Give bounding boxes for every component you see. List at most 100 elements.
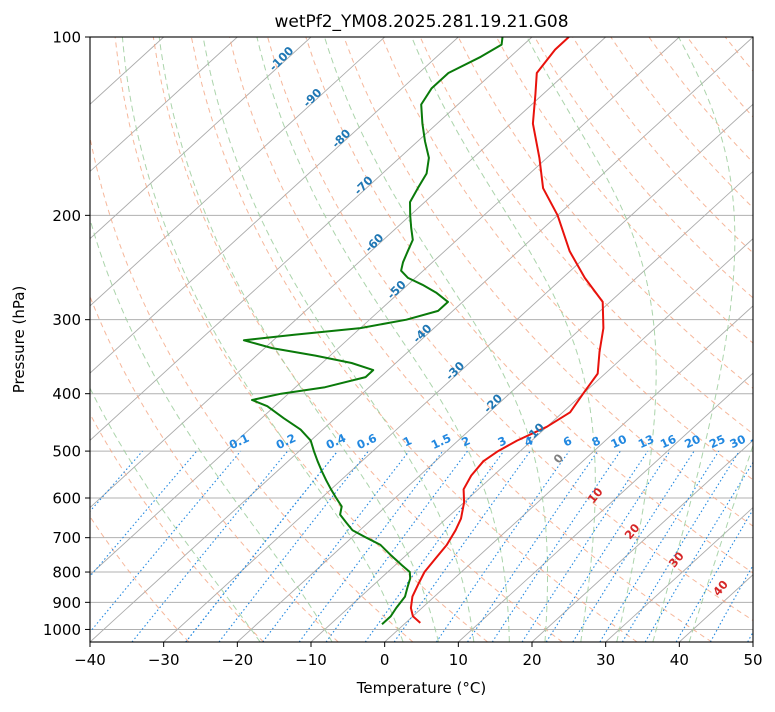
chart-title: wetPf2_YM08.2025.281.19.21.G08 xyxy=(274,12,568,32)
dry-adiabat-line xyxy=(90,515,190,642)
x-tick-label: −30 xyxy=(148,651,180,669)
mixing-ratio-line xyxy=(467,450,599,642)
mixing-ratio-label: 2 xyxy=(459,433,472,449)
dry-adiabat-line xyxy=(114,37,488,642)
dry-adiabat-line xyxy=(648,37,753,164)
dry-adiabat-label: 30 xyxy=(666,549,687,570)
x-tick-label: 20 xyxy=(522,651,541,669)
mixing-ratio-line xyxy=(621,450,740,642)
mixing-ratio-line xyxy=(262,450,410,642)
dry-adiabat-line xyxy=(229,37,712,642)
mixing-ratio-label: 6 xyxy=(561,433,574,449)
isotherm-label: -40 xyxy=(410,321,435,346)
y-axis-title: Pressure (hPa) xyxy=(10,286,28,394)
isotherm-label: -20 xyxy=(481,391,506,416)
dry-adiabat-line xyxy=(152,37,563,642)
y-tick-label: 700 xyxy=(52,529,81,547)
x-tick-label: 50 xyxy=(743,651,762,669)
mixing-ratio-label: 25 xyxy=(707,432,727,451)
isotherm-line xyxy=(90,37,753,642)
isotherm-line xyxy=(90,37,606,509)
x-tick-label: 0 xyxy=(380,651,390,669)
dry-adiabat-line xyxy=(686,37,753,118)
mixing-ratio-line xyxy=(545,450,671,642)
moist-adiabat-line xyxy=(90,217,333,642)
mixing-ratio-label: 13 xyxy=(636,432,656,451)
x-tick-label: −40 xyxy=(74,651,106,669)
isotherm-label: -70 xyxy=(351,173,376,198)
x-tick-label: 10 xyxy=(449,651,468,669)
mixing-ratio-label: 0.4 xyxy=(324,431,348,452)
mixing-ratio-line xyxy=(491,450,621,642)
x-tick-label: 30 xyxy=(596,651,615,669)
x-tick-label: −20 xyxy=(222,651,254,669)
mixing-ratio-label: 0.1 xyxy=(227,431,251,452)
plot-frame xyxy=(89,36,754,643)
mixing-ratio-line xyxy=(572,450,695,642)
isotherm-line xyxy=(752,641,753,642)
dry-adiabat-line xyxy=(90,412,264,642)
y-tick-label: 400 xyxy=(52,385,81,403)
y-tick-label: 1000 xyxy=(43,621,81,639)
mixing-ratio-label: 20 xyxy=(682,432,702,451)
isotherm-line xyxy=(90,37,238,173)
isotherm-line xyxy=(458,372,753,642)
mixing-ratio-label: 16 xyxy=(658,432,678,451)
mixing-ratio-line xyxy=(747,630,753,642)
mixing-ratio-line xyxy=(218,450,369,642)
mixing-ratio-label: 0.2 xyxy=(274,431,298,452)
mixing-ratio-line xyxy=(435,450,570,642)
y-tick-label: 600 xyxy=(52,490,81,508)
mixing-ratio-line xyxy=(185,450,339,642)
isotherm-line xyxy=(90,37,680,576)
x-tick-label: 40 xyxy=(670,651,689,669)
dry-adiabat-label: 0 xyxy=(550,451,566,466)
mixing-ratio-line xyxy=(364,450,505,642)
mixing-ratio-label: 1.5 xyxy=(429,431,453,452)
isotherm-line xyxy=(90,37,533,441)
isotherm-line xyxy=(90,37,459,374)
dry-adiabat-line xyxy=(90,295,339,642)
mixing-ratio-label: 8 xyxy=(589,433,602,449)
isotherm-line xyxy=(163,103,753,642)
dry-adiabat-line xyxy=(305,37,753,574)
mixing-ratio-line xyxy=(90,450,198,578)
isotherm-line xyxy=(237,170,753,642)
moist-adiabat-line xyxy=(324,37,548,642)
mixing-ratio-line xyxy=(393,450,531,642)
mixing-ratio-line xyxy=(644,461,753,642)
y-tick-label: 100 xyxy=(52,29,81,47)
dry-adiabat-line xyxy=(190,37,638,642)
mixing-ratio-line xyxy=(90,450,242,633)
mixing-ratio-label: 30 xyxy=(727,432,747,451)
isotherm-label: -50 xyxy=(384,277,409,302)
mixing-ratio-label: 1 xyxy=(401,433,414,449)
mixing-ratio-line xyxy=(131,450,289,642)
moist-adiabat-line xyxy=(688,443,753,642)
moist-adiabat-line xyxy=(121,37,404,642)
isotherm-line xyxy=(384,305,753,642)
dry-adiabat-label: 20 xyxy=(622,521,643,542)
dry-adiabat-line xyxy=(763,37,775,642)
mixing-ratio-label: 36 xyxy=(748,432,768,451)
mixing-ratio-label: 10 xyxy=(609,432,629,451)
moist-adiabat-line xyxy=(90,387,261,642)
moist-adiabat-line xyxy=(652,37,736,642)
isotherm-line xyxy=(531,439,753,642)
x-axis-title: Temperature (°C) xyxy=(356,679,486,697)
isotherm-line xyxy=(90,37,312,240)
dry-adiabat-line xyxy=(724,37,753,72)
dry-adiabat-line xyxy=(495,37,753,344)
temperature-profile-line xyxy=(409,37,605,624)
y-tick-label: 800 xyxy=(52,564,81,582)
mixing-ratio-line xyxy=(521,450,649,642)
dry-adiabat-label: 40 xyxy=(710,577,731,598)
dry-adiabat-label: 10 xyxy=(585,485,606,506)
mixing-ratio-line xyxy=(298,450,444,642)
isotherm-line xyxy=(90,37,385,307)
moist-adiabat-line xyxy=(411,37,596,642)
dry-adiabat-line xyxy=(267,37,753,622)
dewpoint-profile-line xyxy=(242,37,504,625)
